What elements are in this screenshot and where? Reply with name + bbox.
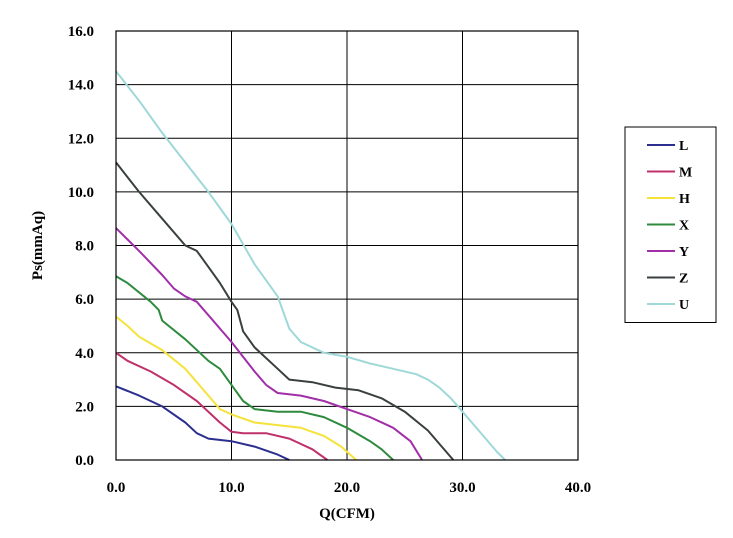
y-axis-label: Ps(mmAq) xyxy=(30,211,46,280)
y-tick-label: 4.0 xyxy=(75,346,94,362)
legend-label-l: L xyxy=(679,139,688,154)
legend-label-y: Y xyxy=(679,245,689,260)
legend-label-u: U xyxy=(679,298,689,313)
series-line-z xyxy=(115,161,455,461)
legend-label-z: Z xyxy=(679,272,688,287)
y-tick-label: 2.0 xyxy=(75,399,94,415)
y-tick-label: 6.0 xyxy=(75,292,94,308)
x-tick-label: 30.0 xyxy=(449,480,475,496)
x-tick-label: 10.0 xyxy=(218,480,244,496)
series-line-y xyxy=(115,227,423,461)
series-line-x xyxy=(115,275,394,461)
y-tick-label: 8.0 xyxy=(75,239,94,255)
series-line-m xyxy=(115,351,328,461)
plot-border xyxy=(115,30,579,461)
x-tick-label: 20.0 xyxy=(334,480,360,496)
y-tick-label: 16.0 xyxy=(68,24,94,40)
series-line-h xyxy=(115,315,357,461)
y-tick-label: 14.0 xyxy=(68,78,94,94)
legend-label-x: X xyxy=(679,219,689,234)
y-tick-label: 12.0 xyxy=(68,131,94,147)
series-lines xyxy=(115,70,506,461)
series-line-l xyxy=(115,385,290,461)
x-tick-label: 0.0 xyxy=(107,480,126,496)
x-axis-label: Q(CFM) xyxy=(319,506,375,522)
y-tick-label: 0.0 xyxy=(75,453,94,469)
plot-area xyxy=(115,30,579,461)
legend-label-h: H xyxy=(679,192,690,207)
tick-labels: 0.0 10.0 20.0 30.0 40.0 0.0 2.0 4.0 6.0 8.0 10.0 12… xyxy=(68,24,591,496)
y-tick-label: 10.0 xyxy=(68,185,94,201)
series-line-u xyxy=(115,70,506,461)
x-tick-label: 40.0 xyxy=(565,480,591,496)
legend-label-m: M xyxy=(679,166,692,181)
